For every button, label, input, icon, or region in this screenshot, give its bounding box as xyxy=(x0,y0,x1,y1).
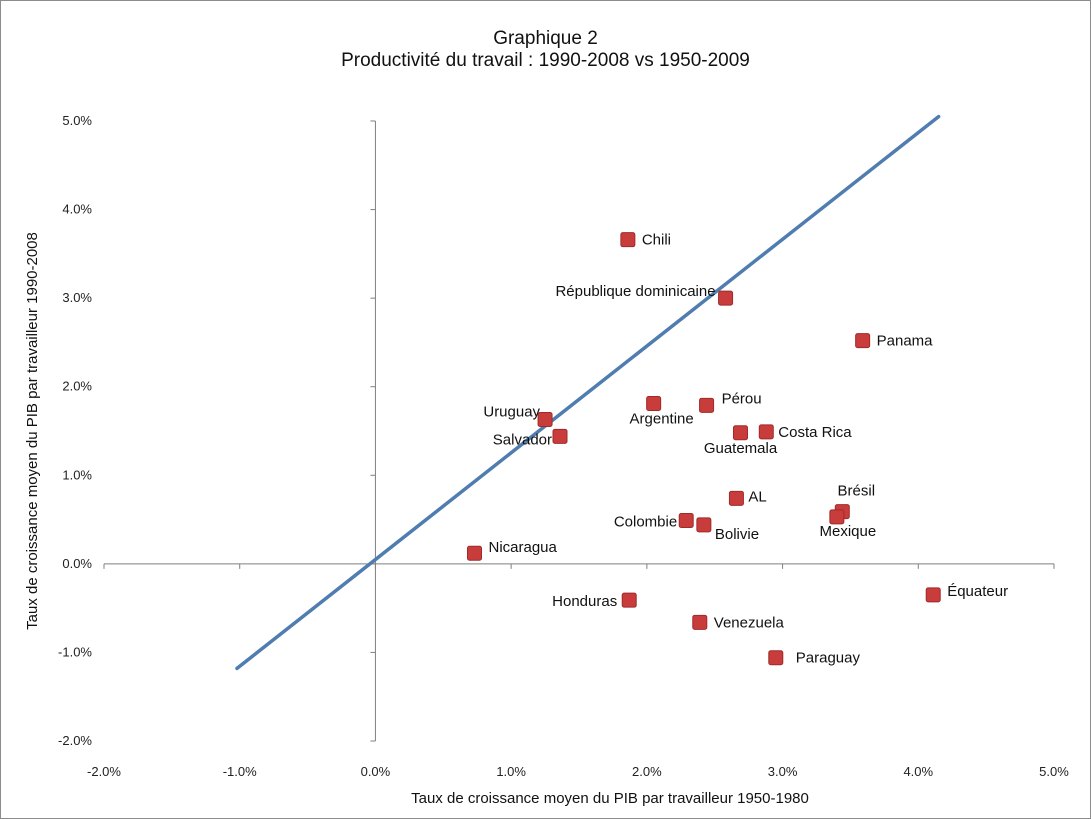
point-marker xyxy=(699,397,715,413)
x-tick-label: 1.0% xyxy=(496,764,526,779)
reference-line-layer xyxy=(235,114,941,671)
x-tick-label: 5.0% xyxy=(1039,764,1069,779)
reference-line xyxy=(235,114,941,671)
chart-title: Graphique 2 xyxy=(493,28,598,49)
point-marker xyxy=(620,232,636,248)
data-point: Venezuela xyxy=(692,614,785,631)
y-tick-label: 1.0% xyxy=(62,467,92,482)
point-marker xyxy=(758,424,774,440)
axes: -2.0% -2.0% -1.0% -1.0% 0.0% 0.0% 1.0% 1.0% 2.0%… xyxy=(58,113,1069,779)
point-marker xyxy=(692,614,708,630)
y-axis-title: Taux de croissance moyen du PIB par trav… xyxy=(24,232,41,630)
x-tick-label: 4.0% xyxy=(903,764,933,779)
point-label: Honduras xyxy=(552,593,617,610)
data-point: Argentine xyxy=(630,396,694,428)
data-point: AL xyxy=(728,488,767,506)
data-point: Uruguay xyxy=(483,403,553,427)
data-point: Guatemala xyxy=(704,425,778,457)
data-point: Costa Rica xyxy=(758,424,852,441)
point-marker xyxy=(718,290,734,306)
point-marker xyxy=(728,490,744,506)
point-marker xyxy=(467,545,482,561)
x-tick-label: 2.0% xyxy=(632,764,662,779)
data-point: Chili xyxy=(620,232,671,249)
point-marker xyxy=(925,587,941,603)
y-tick-label: 3.0% xyxy=(62,290,92,305)
point-label: Venezuela xyxy=(714,614,785,631)
point-marker xyxy=(552,428,568,444)
y-tick-label: -2.0% xyxy=(58,733,92,748)
point-label: Uruguay xyxy=(483,403,540,420)
y-tick-label: -1.0% xyxy=(58,644,92,659)
points-layer: Chili République dominicaine Panama Uruguay… xyxy=(467,232,1008,667)
x-tick-label: 0.0% xyxy=(361,764,391,779)
chart-subtitle: Productivité du travail : 1990-2008 vs 1… xyxy=(341,50,750,71)
point-marker xyxy=(678,512,694,528)
point-marker xyxy=(621,592,637,608)
data-point: République dominicaine xyxy=(555,283,734,306)
point-label: Argentine xyxy=(630,411,694,428)
data-point: Colombie xyxy=(614,512,694,530)
data-point: Bolivie xyxy=(696,517,759,543)
point-label: Costa Rica xyxy=(778,424,852,441)
point-label: Panama xyxy=(877,333,934,350)
point-marker xyxy=(829,509,845,525)
point-label: Guatemala xyxy=(704,440,778,457)
data-point: Pérou xyxy=(699,390,762,413)
point-marker xyxy=(646,396,662,412)
data-point: Mexique xyxy=(820,509,877,540)
point-marker xyxy=(855,333,871,349)
point-label: Brésil xyxy=(838,483,876,500)
data-point: Nicaragua xyxy=(467,539,558,561)
data-point: Paraguay xyxy=(768,650,861,667)
point-marker xyxy=(733,425,748,441)
point-label: Chili xyxy=(642,232,671,249)
point-marker xyxy=(537,411,553,427)
y-tick-label: 2.0% xyxy=(62,379,92,394)
data-point: Équateur xyxy=(925,583,1008,603)
data-point: Panama xyxy=(855,333,934,350)
x-tick-label: -1.0% xyxy=(223,764,257,779)
point-marker xyxy=(696,517,712,533)
point-label: AL xyxy=(748,488,766,505)
point-label: Pérou xyxy=(722,390,762,407)
point-label: Nicaragua xyxy=(489,539,558,556)
point-label: Salvador xyxy=(493,431,552,448)
point-label: République dominicaine xyxy=(555,283,715,300)
point-label: Colombie xyxy=(614,513,677,530)
point-marker xyxy=(768,650,784,666)
point-label: Équateur xyxy=(947,583,1008,600)
x-tick-label: -2.0% xyxy=(87,764,121,779)
x-tick-label: 3.0% xyxy=(768,764,798,779)
x-axis-title: Taux de croissance moyen du PIB par trav… xyxy=(411,790,809,807)
point-label: Paraguay xyxy=(796,650,861,667)
data-point: Salvador xyxy=(493,428,568,448)
point-label: Bolivie xyxy=(715,526,759,543)
point-label: Mexique xyxy=(820,523,877,540)
y-tick-label: 0.0% xyxy=(62,556,92,571)
y-tick-label: 4.0% xyxy=(62,202,92,217)
data-point: Honduras xyxy=(552,592,637,610)
y-tick-label: 5.0% xyxy=(62,113,92,128)
